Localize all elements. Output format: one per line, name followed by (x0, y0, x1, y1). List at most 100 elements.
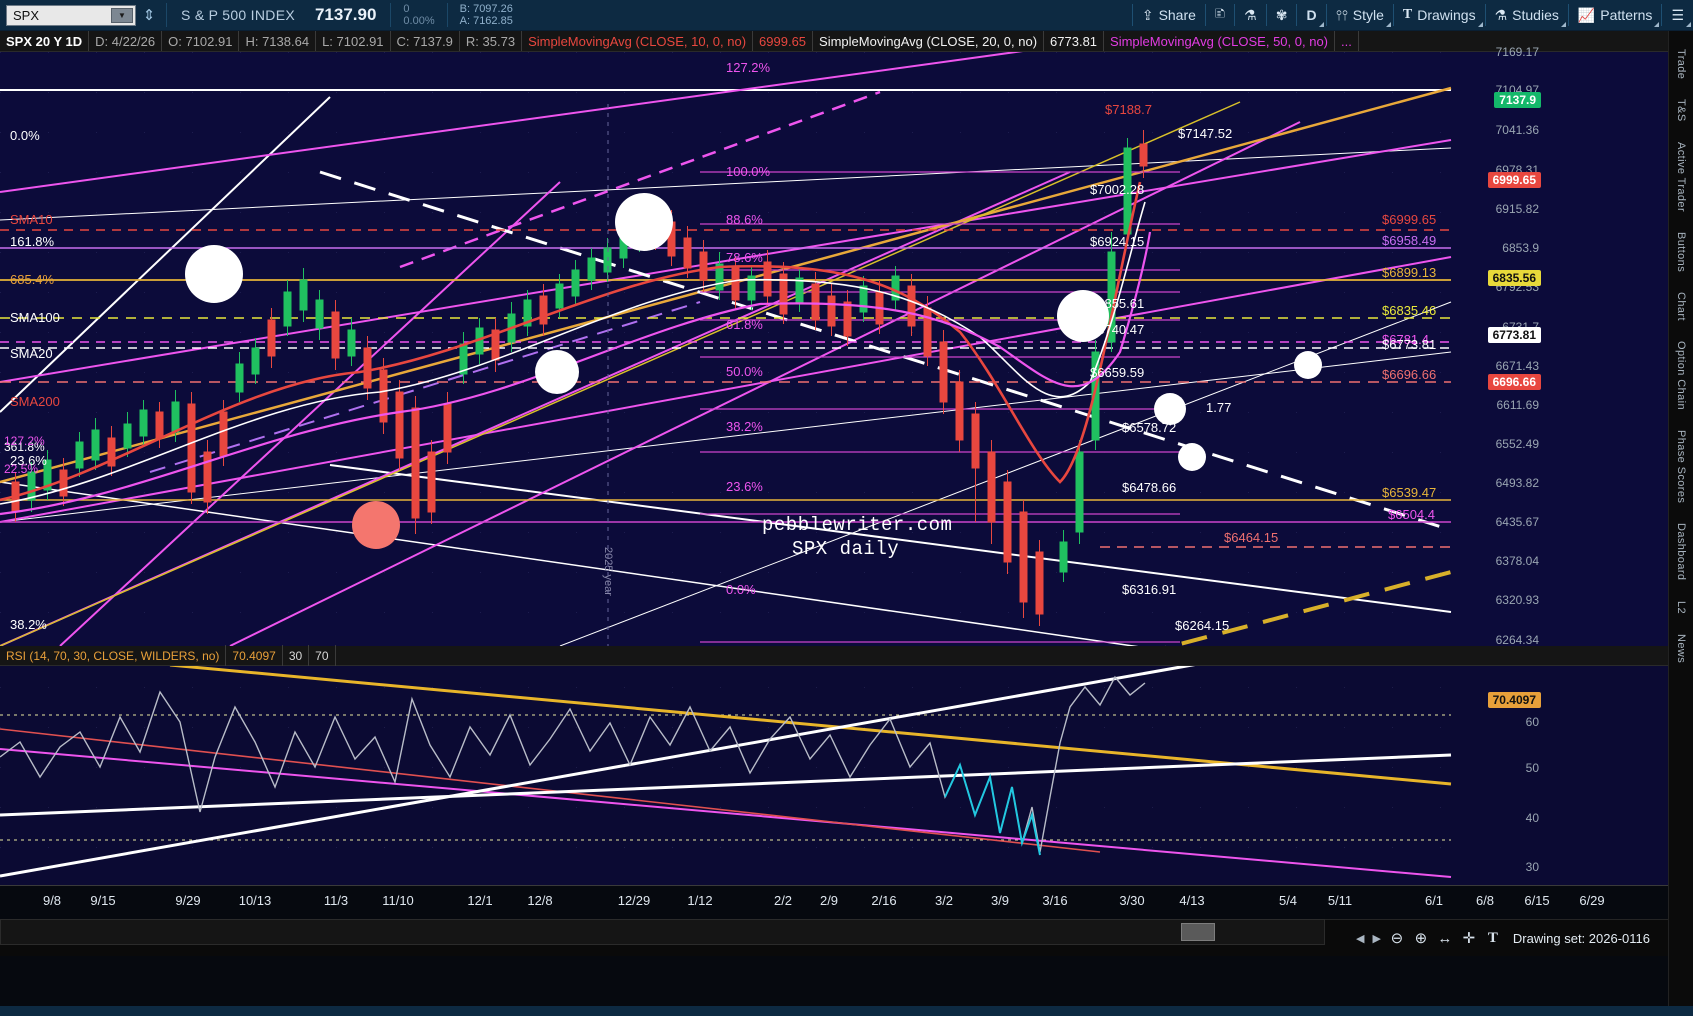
line-label-6504: $6504.4 (1388, 507, 1435, 522)
sma-label-sma20: SMA20 (10, 346, 53, 361)
menu-button[interactable]: ☰ (1662, 0, 1693, 31)
study-sma10-name[interactable]: SimpleMovingAvg (CLOSE, 10, 0, no) (522, 31, 754, 51)
divider (1234, 4, 1236, 26)
rsi-study-name[interactable]: RSI (14, 70, 30, CLOSE, WILDERS, no) (0, 645, 227, 666)
line-label-6835: $6835.46 (1382, 303, 1437, 318)
sma-label-sma200: SMA200 (10, 394, 60, 409)
scroll-right-arrow[interactable]: ▶ (1372, 932, 1381, 945)
price-chart-pane[interactable]: 0.0% SMA10 161.8% 685.4% SMA100 SMA20 SM… (0, 52, 1668, 646)
ohlc-close: C: 7137.9 (391, 31, 460, 51)
sidebar-item-news[interactable]: News (1675, 633, 1687, 663)
patterns-label: Patterns (1600, 7, 1653, 23)
bid-value: B: 7097.26 (459, 3, 513, 15)
text-tool-icon[interactable]: T (1487, 929, 1498, 946)
time-tick: 6/8 (1475, 893, 1495, 908)
zoom-in-icon[interactable]: ⊕ (1414, 930, 1428, 947)
crosshair-icon[interactable]: ✛ (1462, 930, 1476, 947)
fib-label-1272-left: 127.2% (4, 434, 45, 448)
timeframe-button[interactable]: D (1297, 0, 1325, 31)
rsi-oversold-segment (944, 762, 1041, 856)
fib-label-3618: 361.8% (4, 440, 45, 454)
bottom-strip (0, 1006, 1693, 1016)
line-label-6958: $6958.49 (1382, 233, 1437, 248)
horizontal-scrollbar[interactable] (0, 919, 1325, 945)
divider (1131, 4, 1133, 26)
line-label-6773: $6773.81 (1382, 337, 1437, 352)
time-tick: 12/1 (467, 893, 493, 908)
sidebar-item-l2[interactable]: L2 (1675, 600, 1687, 614)
fib-label-6854: 685.4% (10, 272, 55, 287)
fib-label-0-top: 0.0% (10, 128, 40, 143)
symbol-value: SPX (13, 7, 40, 23)
time-tick: 9/15 (90, 893, 116, 908)
sidebar-item-active-trader[interactable]: Active Trader (1675, 141, 1687, 212)
style-button[interactable]: ⫯⫯ Style (1327, 0, 1393, 31)
line-label-6899: $6899.13 (1382, 265, 1437, 280)
timeframe-label: D (1306, 7, 1317, 23)
link-icon[interactable]: ⇕ (142, 7, 156, 24)
patterns-button[interactable]: 📈 Patterns (1569, 0, 1662, 31)
sidebar-item-buttons[interactable]: Buttons (1675, 231, 1687, 273)
ohlc-range: R: 35.73 (460, 31, 523, 51)
watermark-line1: pebblewriter.com (762, 514, 953, 536)
change-percent: 0.00% (403, 15, 435, 27)
candlestick-series (11, 130, 1148, 626)
price-annotation-6924: $6924.15 (1090, 234, 1145, 249)
sidebar-item-trade[interactable]: Trade (1675, 49, 1687, 80)
divider (446, 3, 448, 27)
study-sma10-value: 6999.65 (753, 31, 814, 51)
time-tick: 3/30 (1119, 893, 1145, 908)
study-sma20-name[interactable]: SimpleMovingAvg (CLOSE, 20, 0, no) (813, 31, 1045, 51)
drawing-set-label[interactable]: Drawing set: 2026-0116 (1512, 930, 1650, 946)
sidebar-item-dashboard[interactable]: Dashboard (1675, 523, 1687, 581)
time-tick: 5/4 (1278, 893, 1298, 908)
bid-ask-block: B: 7097.26 A: 7162.85 (452, 3, 521, 27)
text-tool-icon: T (1402, 7, 1413, 22)
zoom-out-icon[interactable]: ⊖ (1390, 930, 1404, 947)
symbol-input[interactable]: SPX ▼ (6, 4, 136, 26)
price-annotation-7147: $7147.52 (1178, 126, 1233, 141)
chevron-down-icon[interactable] (1318, 21, 1324, 27)
style-label: Style (1352, 7, 1384, 23)
chevron-down-icon[interactable] (1654, 21, 1660, 27)
scrollbar-thumb[interactable] (1181, 923, 1215, 941)
rsi-chart-pane[interactable] (0, 646, 1668, 885)
circle-markers (185, 193, 1322, 549)
sidebar-item-chart[interactable]: Chart (1675, 292, 1687, 321)
sidebar-item-option-chain[interactable]: Option Chain (1675, 340, 1687, 410)
sidebar-item-ts[interactable]: T&S (1675, 99, 1687, 122)
time-axis[interactable]: 9/8 9/15 9/29 10/13 11/3 11/10 12/1 12/8… (0, 885, 1668, 919)
chevron-down-icon[interactable] (1385, 21, 1391, 27)
scroll-left-arrow[interactable]: ◀ (1355, 932, 1365, 945)
study-sma50-name[interactable]: SimpleMovingAvg (CLOSE, 50, 0, no) (1104, 31, 1336, 51)
chevron-down-icon[interactable]: ▼ (111, 7, 133, 23)
fib-label-1000: 100.0% (726, 164, 771, 179)
rsi-tick: 60 (1525, 715, 1539, 729)
expand-icon[interactable]: ⇱ (1649, 52, 1662, 54)
style-icon: ⫯⫯ (1335, 6, 1348, 23)
fib-label-236-left: 23.6% (10, 453, 47, 468)
price-annotation-6855: $6855.61 (1090, 296, 1145, 311)
sidebar-item-phase-scores[interactable]: Phase Scores (1675, 429, 1687, 504)
chevron-down-icon[interactable] (1477, 21, 1483, 27)
share-label: Share (1158, 7, 1196, 23)
note-info-button[interactable]: 🗈 (1206, 0, 1234, 31)
time-tick: 3/9 (990, 893, 1010, 908)
settings-button[interactable]: ✾ (1267, 0, 1297, 31)
chevron-down-icon[interactable] (1686, 21, 1691, 27)
rsi-axis: 60 50 40 30 70.4097 (1451, 666, 1543, 885)
chevron-down-icon[interactable] (1560, 21, 1566, 27)
line-label-6781: $6781.4 (1382, 332, 1429, 347)
time-tick: 10/13 (238, 893, 272, 908)
studies-button[interactable]: ⚗ Studies (1486, 0, 1568, 31)
drawings-button[interactable]: T Drawings (1394, 0, 1485, 31)
time-tick: 12/29 (617, 893, 651, 908)
time-tick: 6/1 (1424, 893, 1444, 908)
ask-value: A: 7162.85 (459, 15, 513, 27)
divider (166, 3, 167, 27)
studies-flask-button[interactable]: ⚗ (1235, 0, 1266, 31)
share-button[interactable]: ⇪ Share (1133, 0, 1205, 31)
rsi-upper-band: 70 (309, 645, 336, 666)
pan-icon[interactable]: ↔ (1437, 929, 1453, 947)
sma10-line (0, 181, 1142, 502)
